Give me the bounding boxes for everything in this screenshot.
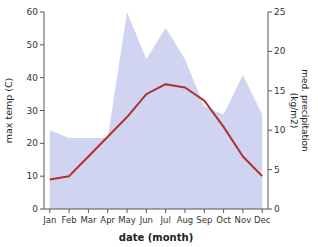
label-line: med. precipitation bbox=[300, 69, 310, 151]
x-tick-label: Dec bbox=[254, 215, 271, 225]
y2-tick bbox=[268, 90, 272, 91]
y-tick-label: 0 bbox=[32, 204, 38, 214]
x-tick bbox=[165, 209, 166, 213]
y-tick-label: 60 bbox=[27, 7, 39, 17]
x-tick bbox=[242, 209, 243, 213]
y-tick bbox=[40, 110, 44, 111]
chart: JanFebMarAprMayJunJulAugSepOctNovDec0102… bbox=[0, 0, 318, 247]
y2-tick bbox=[268, 12, 272, 13]
x-axis bbox=[44, 209, 268, 210]
x-tick-label: Jan bbox=[42, 215, 56, 225]
x-tick bbox=[262, 209, 263, 213]
x-tick bbox=[127, 209, 128, 213]
x-tick bbox=[69, 209, 70, 213]
y2-axis bbox=[268, 12, 269, 209]
x-tick-label: Jul bbox=[160, 215, 171, 225]
y2-tick-label: 10 bbox=[274, 125, 286, 135]
x-tick-label: Mar bbox=[80, 215, 97, 225]
line bbox=[50, 84, 262, 179]
y2-tick bbox=[268, 51, 272, 52]
y-tick bbox=[40, 12, 44, 13]
label-line: (kg/m2) bbox=[289, 93, 299, 128]
area bbox=[50, 12, 262, 209]
y-tick bbox=[40, 143, 44, 144]
y2-tick-label: 5 bbox=[274, 165, 280, 175]
x-tick bbox=[88, 209, 89, 213]
x-tick-label: Jun bbox=[139, 215, 153, 225]
y2-tick bbox=[268, 169, 272, 170]
x-tick-label: Sep bbox=[196, 215, 212, 225]
x-tick-label: Aug bbox=[177, 215, 194, 225]
x-tick-label: Feb bbox=[62, 215, 77, 225]
y-tick bbox=[40, 176, 44, 177]
y-tick-label: 40 bbox=[27, 73, 39, 83]
y2-tick-label: 15 bbox=[274, 86, 285, 96]
y-label: max temp (C) bbox=[3, 78, 14, 144]
y2-tick-label: 25 bbox=[274, 7, 285, 17]
x-label: date (month) bbox=[119, 232, 193, 243]
x-tick bbox=[107, 209, 108, 213]
x-tick bbox=[184, 209, 185, 213]
x-tick-label: May bbox=[118, 215, 136, 225]
y-tick-label: 30 bbox=[27, 106, 39, 116]
y2-tick-label: 20 bbox=[274, 46, 286, 56]
x-tick-label: Nov bbox=[235, 215, 252, 225]
x-tick-label: Oct bbox=[216, 215, 231, 225]
y2-tick-label: 0 bbox=[274, 204, 280, 214]
y2-tick bbox=[268, 209, 272, 210]
x-tick bbox=[204, 209, 205, 213]
marks bbox=[50, 12, 262, 209]
y2-label: med. precipitation(kg/m2) bbox=[289, 69, 310, 151]
y-tick-label: 10 bbox=[27, 171, 39, 181]
x-tick bbox=[49, 209, 50, 213]
y-tick-label: 20 bbox=[27, 138, 39, 148]
x-tick-label: Apr bbox=[100, 215, 115, 225]
y-tick bbox=[40, 77, 44, 78]
y-tick-label: 50 bbox=[27, 40, 39, 50]
x-tick bbox=[146, 209, 147, 213]
y-tick bbox=[40, 44, 44, 45]
y2-tick bbox=[268, 130, 272, 131]
y-tick bbox=[40, 209, 44, 210]
x-tick bbox=[223, 209, 224, 213]
